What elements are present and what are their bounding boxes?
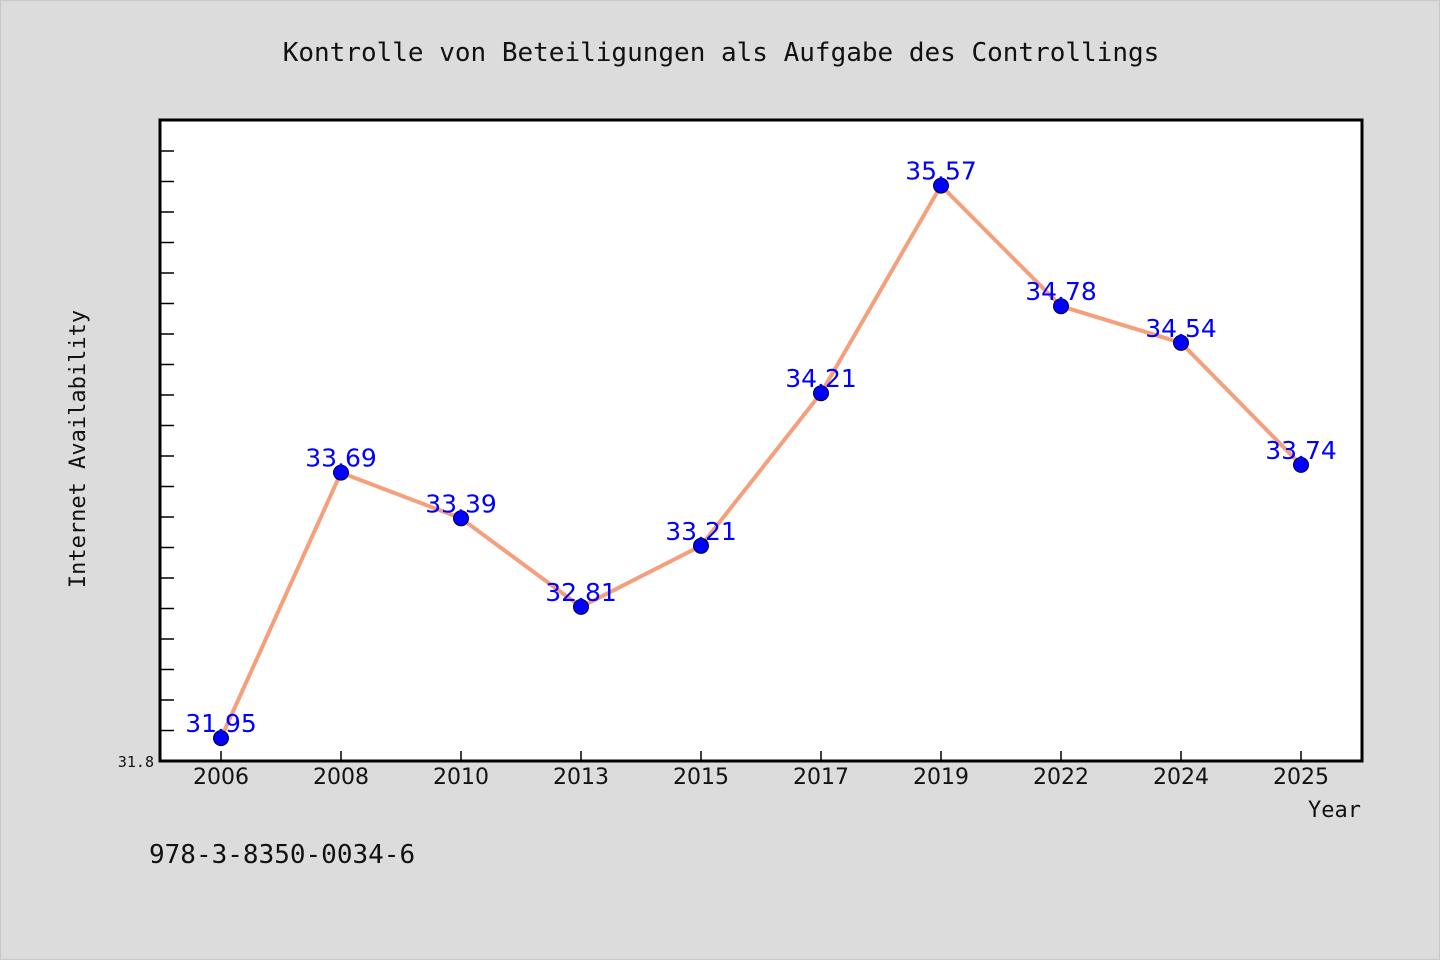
- x-tick-label: 2008: [313, 765, 369, 790]
- x-tick-label: 2025: [1273, 765, 1329, 790]
- data-label: 31.95: [185, 709, 257, 738]
- data-point: [573, 598, 589, 615]
- data-point: [1053, 298, 1069, 315]
- y-tick-label: 31.8: [118, 753, 154, 771]
- data-point: [813, 385, 829, 402]
- data-label: 34.54: [1145, 314, 1217, 343]
- data-markers: [213, 177, 1309, 747]
- y-axis-ticks: [160, 150, 174, 762]
- series-line-group: [219, 183, 1303, 741]
- data-label: 33.74: [1265, 436, 1337, 465]
- x-tick-label: 2022: [1033, 765, 1089, 790]
- x-tick-label: 2010: [433, 765, 489, 790]
- chart-title: Kontrolle von Beteiligungen als Aufgabe …: [283, 38, 1160, 68]
- x-tick-label: 2006: [193, 765, 249, 790]
- data-label: 33.39: [425, 489, 497, 518]
- data-labels: 31.95 33.69 33.39 32.81 33.21 34.21 35.57 34.78…: [185, 157, 1337, 738]
- data-point: [933, 177, 949, 194]
- data-point: [1173, 334, 1189, 351]
- data-label: 33.69: [305, 444, 377, 473]
- data-point: [693, 537, 709, 554]
- x-tick-label: 2015: [673, 765, 729, 790]
- x-axis-title: Year: [1308, 798, 1361, 823]
- data-label: 32.81: [545, 578, 617, 607]
- series-line: [219, 183, 1303, 741]
- data-point: [213, 730, 229, 747]
- data-label: 34.78: [1025, 277, 1097, 306]
- x-tick-labels: 2006 2008 2010 2013 2015 2017 2019 2022 2024 2025: [193, 765, 1329, 790]
- y-axis-title: Internet Availability: [66, 310, 91, 588]
- data-point: [333, 464, 349, 481]
- plot-area: [158, 118, 1364, 763]
- data-point: [453, 510, 469, 527]
- x-tick-label: 2024: [1153, 765, 1209, 790]
- x-tick-label: 2019: [913, 765, 969, 790]
- x-tick-label: 2017: [793, 765, 849, 790]
- data-label: 35.57: [905, 157, 977, 186]
- data-point: [1293, 456, 1309, 473]
- x-axis-ticks: [220, 751, 1302, 761]
- x-tick-label: 2013: [553, 765, 609, 790]
- data-label: 33.21: [665, 517, 737, 546]
- footer-code: 978-3-8350-0034-6: [149, 840, 415, 870]
- data-label: 34.21: [785, 364, 857, 393]
